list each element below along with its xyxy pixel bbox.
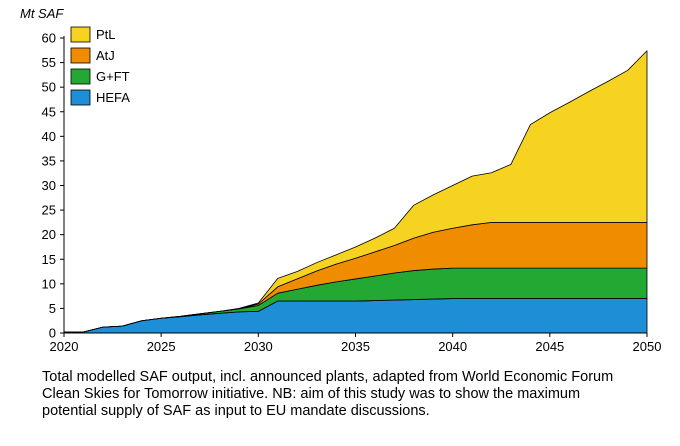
x-tick-label: 2045 — [535, 339, 564, 354]
area-ptl — [63, 50, 648, 333]
y-tick-label: 30 — [42, 178, 56, 193]
y-tick-label: 5 — [49, 301, 56, 316]
x-tick-label: 2035 — [341, 339, 370, 354]
y-tick-label: 55 — [42, 55, 56, 70]
legend-label-hefa: HEFA — [96, 90, 130, 105]
legend: PtL AtJ G+FT HEFA — [70, 26, 130, 106]
figure-caption: Total modelled SAF output, incl. announc… — [42, 369, 642, 420]
y-tick-label: 45 — [42, 104, 56, 119]
legend-swatch-g-ft — [70, 68, 91, 85]
x-tick-label: 2050 — [633, 339, 662, 354]
caption-line-3: potential supply of SAF as input to EU m… — [42, 403, 430, 419]
x-tick-label: 2020 — [50, 339, 79, 354]
x-tick-label: 2025 — [147, 339, 176, 354]
y-tick-label: 40 — [42, 129, 56, 144]
caption-line-1: Total modelled SAF output, incl. announc… — [42, 369, 614, 385]
y-tick-label: 15 — [42, 252, 56, 267]
y-tick-label: 10 — [42, 276, 56, 291]
x-tick-label: 2040 — [438, 339, 467, 354]
y-axis-label: Mt SAF — [20, 6, 64, 21]
area-series-group — [63, 50, 648, 334]
y-tick-label: 0 — [49, 326, 56, 341]
legend-swatch-hefa — [70, 89, 91, 106]
y-tick-label: 25 — [42, 203, 56, 218]
legend-swatch-ptl — [70, 26, 91, 43]
x-tick-label: 2030 — [244, 339, 273, 354]
y-tick-label: 60 — [42, 31, 56, 46]
legend-label-ptl: PtL — [96, 27, 116, 42]
legend-swatch-atj — [70, 47, 91, 64]
legend-label-g-ft: G+FT — [96, 69, 130, 84]
y-tick-label: 50 — [42, 80, 56, 95]
legend-label-atj: AtJ — [96, 48, 115, 63]
y-tick-label: 35 — [42, 153, 56, 168]
area-hefa — [63, 298, 648, 334]
y-tick-label: 20 — [42, 227, 56, 242]
caption-line-2: Clean Skies for Tomorrow initiative. NB:… — [42, 386, 581, 402]
